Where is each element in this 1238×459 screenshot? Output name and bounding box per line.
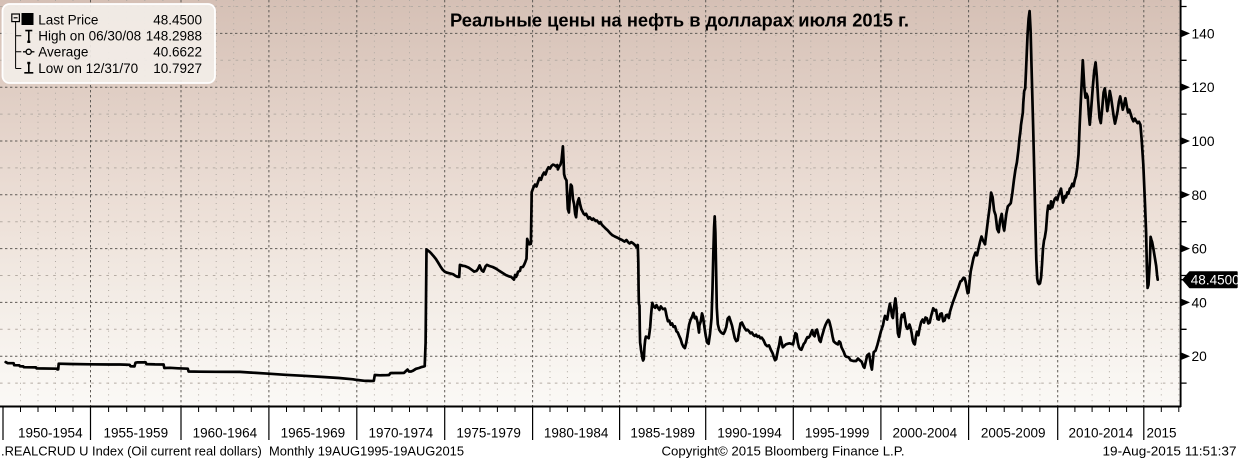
svg-text:48.4500: 48.4500	[153, 12, 202, 27]
svg-text:1955-1959: 1955-1959	[104, 426, 169, 441]
svg-text:80: 80	[1192, 188, 1208, 203]
svg-text:20: 20	[1192, 349, 1208, 364]
svg-text:10.7927: 10.7927	[153, 61, 202, 76]
svg-text:2010-2014: 2010-2014	[1069, 426, 1134, 441]
svg-text:Реальные цены на нефть в долла: Реальные цены на нефть в долларах июля 2…	[450, 11, 909, 31]
svg-text:1950-1954: 1950-1954	[18, 426, 83, 441]
svg-text:1970-1974: 1970-1974	[369, 426, 434, 441]
svg-text:1975-1979: 1975-1979	[456, 426, 521, 441]
svg-text:Average: Average	[38, 45, 88, 60]
svg-text:1965-1969: 1965-1969	[281, 426, 346, 441]
svg-text:1985-1989: 1985-1989	[630, 426, 695, 441]
svg-text:1960-1964: 1960-1964	[193, 426, 258, 441]
svg-text:140: 140	[1192, 26, 1215, 41]
svg-text:60: 60	[1192, 242, 1208, 257]
svg-text:.REALCRUD U Index (Oil current: .REALCRUD U Index (Oil current real doll…	[1, 444, 464, 459]
svg-text:120: 120	[1192, 80, 1215, 95]
svg-text:2005-2009: 2005-2009	[981, 426, 1046, 441]
svg-text:High on 06/30/08: High on 06/30/08	[38, 29, 141, 44]
svg-text:19-Aug-2015 11:51:37: 19-Aug-2015 11:51:37	[1103, 444, 1237, 459]
svg-text:Low on 12/31/70: Low on 12/31/70	[38, 61, 138, 76]
svg-text:40.6622: 40.6622	[153, 45, 202, 60]
svg-text:48.4500: 48.4500	[1191, 273, 1238, 288]
svg-text:40: 40	[1192, 295, 1208, 310]
svg-text:148.2988: 148.2988	[146, 29, 202, 44]
svg-text:1995-1999: 1995-1999	[805, 426, 870, 441]
svg-text:1980-1984: 1980-1984	[544, 426, 609, 441]
svg-text:1990-1994: 1990-1994	[717, 426, 782, 441]
svg-text:2015: 2015	[1146, 426, 1176, 441]
svg-text:100: 100	[1192, 134, 1215, 149]
svg-text:Copyright© 2015 Bloomberg Fina: Copyright© 2015 Bloomberg Finance L.P.	[662, 444, 905, 459]
svg-text:2000-2004: 2000-2004	[893, 426, 958, 441]
svg-text:Last Price: Last Price	[38, 12, 98, 27]
